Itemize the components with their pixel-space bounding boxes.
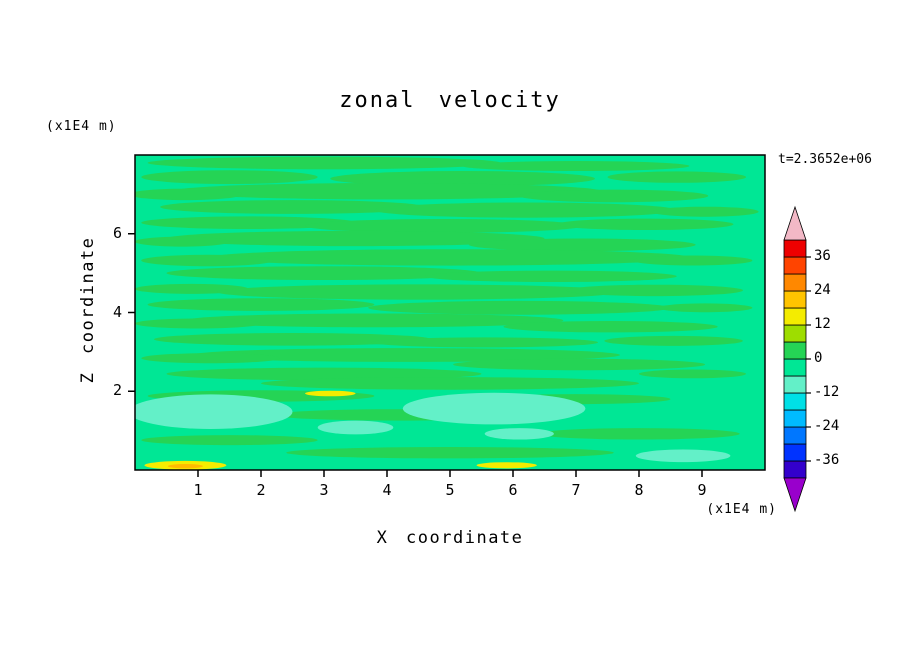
colorbar-segment bbox=[783, 256, 807, 275]
contour-streak bbox=[453, 358, 706, 371]
x-tick-label: 5 bbox=[445, 481, 455, 499]
contour-streak bbox=[468, 238, 696, 252]
contour-streak bbox=[141, 353, 280, 364]
contour-streak bbox=[484, 428, 554, 440]
contour-streak bbox=[424, 270, 677, 282]
colorbar-segment bbox=[783, 290, 807, 309]
contour-streak bbox=[557, 218, 734, 230]
y-tick-label: 2 bbox=[112, 381, 122, 400]
x-tick-label: 3 bbox=[319, 481, 329, 499]
contour-streak bbox=[651, 206, 759, 217]
contour-streak bbox=[286, 447, 614, 459]
contour-streak bbox=[141, 170, 318, 185]
colorbar-tick-label: 24 bbox=[814, 282, 831, 298]
colorbar-segment bbox=[783, 324, 807, 343]
colorbar-tick-label: 0 bbox=[814, 350, 823, 366]
contour-streak bbox=[185, 313, 564, 328]
contour-streak bbox=[538, 428, 740, 440]
contour-streak bbox=[402, 392, 586, 425]
contour-streak bbox=[374, 202, 677, 218]
colorbar-segment bbox=[783, 239, 807, 258]
plot-title: zonal velocity bbox=[339, 88, 561, 113]
contour-streak bbox=[639, 369, 746, 379]
contour-streak bbox=[210, 249, 690, 266]
contour-streak bbox=[166, 230, 545, 247]
x-tick-label: 9 bbox=[697, 481, 707, 499]
contour-streak bbox=[147, 156, 501, 170]
contour-streak bbox=[153, 333, 432, 346]
contour-streak bbox=[604, 335, 743, 346]
contour-streak bbox=[317, 420, 394, 435]
colorbar-tick-label: 36 bbox=[814, 248, 831, 264]
contour-streak bbox=[566, 284, 743, 297]
colorbar-tick-label: -24 bbox=[814, 418, 840, 434]
contour-streak bbox=[607, 171, 747, 183]
contour-streak bbox=[141, 216, 356, 229]
contour-streak bbox=[166, 266, 482, 280]
contour-streak bbox=[462, 161, 690, 171]
colorbar-segment bbox=[783, 341, 807, 360]
y-tick-label: 4 bbox=[112, 302, 122, 321]
contour-streak bbox=[476, 462, 537, 469]
x-tick-label: 1 bbox=[193, 481, 203, 499]
colorbar-tick-label: -36 bbox=[814, 452, 840, 468]
contour-streak bbox=[172, 183, 602, 200]
contour-streak bbox=[657, 303, 753, 313]
contour-streak bbox=[519, 189, 709, 203]
colorbar-segment bbox=[783, 358, 807, 377]
x-axis-label: X coordinate bbox=[376, 528, 524, 548]
contour-streak bbox=[305, 219, 583, 233]
colorbar-tick-label: 12 bbox=[814, 316, 831, 332]
contour-streak bbox=[135, 394, 293, 429]
x-tick-label: 7 bbox=[571, 481, 581, 499]
colorbar-segment bbox=[783, 460, 807, 479]
colorbar-tick-label: -12 bbox=[814, 384, 840, 400]
contour-streak bbox=[166, 367, 482, 381]
y-tick-label: 6 bbox=[112, 223, 122, 242]
contour-streak bbox=[216, 284, 621, 300]
colorbar-segment bbox=[783, 426, 807, 445]
x-tick-label: 4 bbox=[382, 481, 392, 499]
contour-streak bbox=[147, 298, 375, 311]
contour-streak bbox=[135, 236, 230, 247]
contour-streak bbox=[305, 390, 356, 397]
colorbar-segment bbox=[783, 409, 807, 428]
contour-streak bbox=[141, 435, 318, 446]
timestamp: t=2.3652e+06 bbox=[778, 152, 872, 167]
contour-streak bbox=[135, 318, 261, 329]
contour-streak bbox=[330, 171, 595, 187]
x-tick-label: 6 bbox=[508, 481, 518, 499]
x-axis-unit: (x1E4 m) bbox=[706, 502, 777, 517]
y-axis-unit: (x1E4 m) bbox=[46, 119, 117, 134]
x-tick-label: 8 bbox=[634, 481, 644, 499]
colorbar-segment bbox=[783, 273, 807, 292]
colorbar-bottom-arrow bbox=[783, 477, 807, 513]
contour-streak bbox=[135, 188, 243, 201]
contour-streak bbox=[503, 321, 718, 333]
contour-field bbox=[135, 156, 759, 470]
x-tick-label: 2 bbox=[256, 481, 266, 499]
contour-streak bbox=[160, 200, 425, 214]
contour-streak bbox=[368, 300, 671, 315]
colorbar-segment bbox=[783, 443, 807, 462]
contour-streak bbox=[371, 337, 598, 348]
contour-streak bbox=[635, 449, 731, 463]
contour-streak bbox=[261, 377, 639, 390]
contour-streak bbox=[191, 348, 621, 362]
contour-streak bbox=[141, 254, 274, 267]
colorbar-segment bbox=[783, 307, 807, 326]
contour-streak bbox=[632, 255, 753, 266]
contour-streak bbox=[167, 464, 203, 469]
colorbar-segment bbox=[783, 392, 807, 411]
colorbar-top-arrow bbox=[783, 205, 807, 241]
colorbar-segment bbox=[783, 375, 807, 394]
